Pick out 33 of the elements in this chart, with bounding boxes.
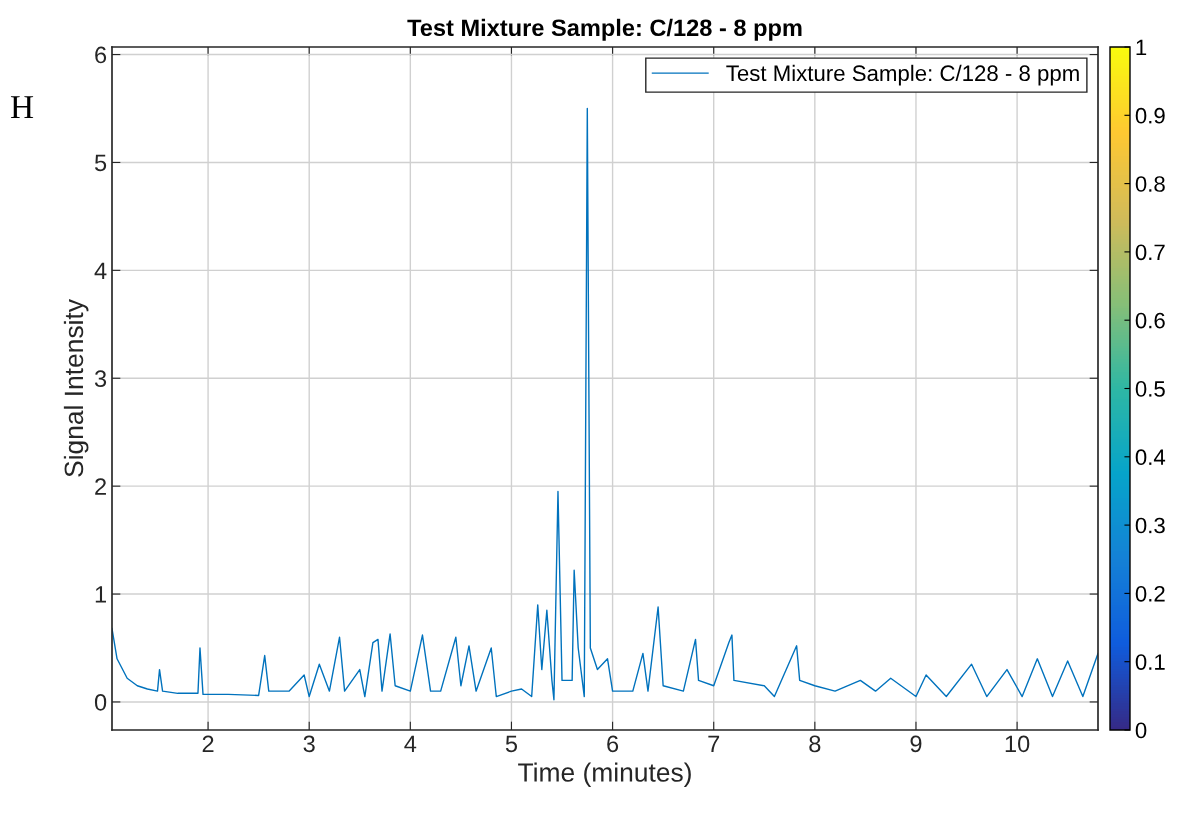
color-bar-label: 0.7 xyxy=(1135,244,1165,261)
x-tick-label: 7 xyxy=(708,735,720,752)
x-axis-title: Time (minutes) xyxy=(518,762,691,788)
x-tick-label: 10 xyxy=(1005,735,1030,753)
y-axis-title: Signal Intensity xyxy=(63,299,89,477)
x-tick-label: 8 xyxy=(809,735,821,753)
x-tick-label: 6 xyxy=(607,735,619,753)
color-bar-label: 0.4 xyxy=(1135,449,1166,466)
text: H xyxy=(10,96,34,119)
color-bar-label: 0 xyxy=(1135,722,1147,739)
x-tick-label: 3 xyxy=(303,735,315,753)
y-tick-label: 2 xyxy=(95,478,106,495)
color-bar-label: 1 xyxy=(1136,39,1147,56)
color-bar-label: 0.2 xyxy=(1135,585,1165,602)
x-tick-label: 5 xyxy=(505,735,518,753)
chart-title: Test Mixture Sample: C/128 - 8 ppm xyxy=(407,18,802,41)
legend-label: Test Mixture Sample: C/128 - 8 ppm xyxy=(726,64,1079,86)
x-tick-label: 4 xyxy=(404,735,417,752)
y-tick-label: 0 xyxy=(94,694,107,711)
y-tick-label: 6 xyxy=(95,46,107,64)
color-bar-label: 0.6 xyxy=(1135,312,1165,329)
color-bar-label: 0.9 xyxy=(1135,107,1165,124)
y-tick-label: 1 xyxy=(95,586,106,603)
color-bar-label: 0.3 xyxy=(1135,517,1165,534)
y-tick-label: 3 xyxy=(94,370,107,388)
color-bar-label: 0.8 xyxy=(1135,176,1165,192)
x-tick-label: 2 xyxy=(202,735,214,752)
y-tick-label: 5 xyxy=(94,154,107,172)
x-tick-label: 9 xyxy=(910,735,922,753)
line-series xyxy=(112,107,1098,701)
color-bar-label: 0.5 xyxy=(1135,381,1165,397)
color-bar-label: 0.1 xyxy=(1135,654,1165,670)
y-tick-label: 4 xyxy=(94,262,107,279)
